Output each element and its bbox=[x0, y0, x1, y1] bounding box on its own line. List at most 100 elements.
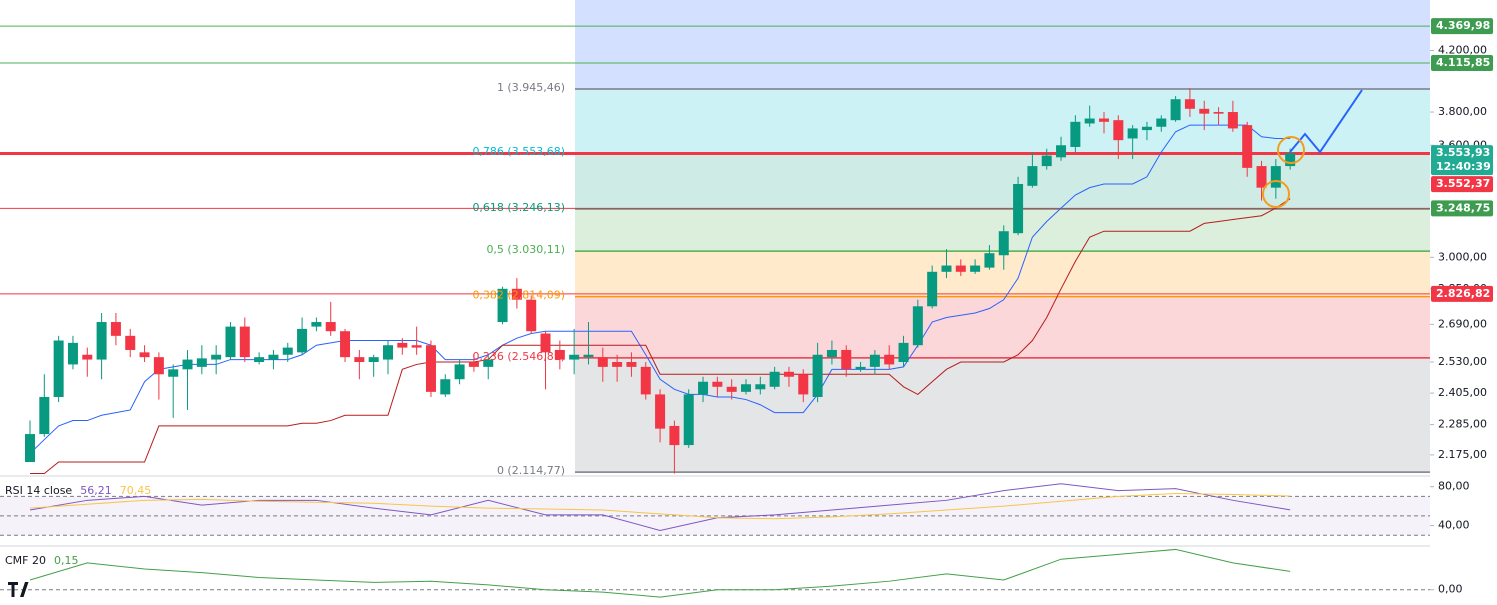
candle-body bbox=[425, 345, 436, 392]
y-tick-label: 2.690,00 bbox=[1438, 317, 1487, 330]
candle-body bbox=[626, 361, 637, 367]
candle-body bbox=[1213, 112, 1224, 114]
candle-body bbox=[110, 322, 121, 336]
candle-body bbox=[440, 379, 451, 395]
price-tag bbox=[1431, 145, 1493, 176]
candle-body bbox=[511, 288, 522, 300]
candle-body bbox=[826, 349, 837, 358]
mark-layer bbox=[25, 88, 1296, 598]
y-tick-label: 80,00 bbox=[1438, 480, 1470, 493]
candle-body bbox=[741, 384, 751, 392]
indicator-line bbox=[29, 124, 1291, 454]
fib-label: 0,618 (3.246,13) bbox=[472, 201, 565, 214]
candle-body bbox=[196, 358, 207, 367]
highlight-circle bbox=[1262, 180, 1290, 208]
candle-body bbox=[1041, 155, 1052, 167]
candle-body bbox=[1070, 121, 1081, 147]
candle-body bbox=[297, 328, 308, 353]
price-tag bbox=[1431, 176, 1493, 193]
y-tick-label: 3.800,00 bbox=[1438, 105, 1487, 118]
y-tick-label: 2.175,00 bbox=[1438, 448, 1487, 461]
y-tick-label: 2.530,00 bbox=[1438, 355, 1487, 368]
price-tag bbox=[1431, 18, 1493, 35]
candle-body bbox=[655, 394, 666, 429]
candle-body bbox=[1056, 145, 1067, 158]
indicator-line bbox=[29, 548, 1291, 598]
projection-drawing bbox=[1289, 89, 1363, 154]
price-tag-label: 3.553,93 bbox=[1436, 146, 1490, 159]
candle-body bbox=[1184, 99, 1195, 109]
price-tag bbox=[1431, 200, 1493, 217]
fib-label: 0,5 (3.030,11) bbox=[486, 243, 565, 256]
candle-body bbox=[912, 306, 923, 346]
drawing-layer bbox=[0, 89, 1430, 597]
price-tag-label: 4.115,85 bbox=[1436, 56, 1490, 69]
candle-body bbox=[898, 342, 909, 362]
y-tick-label: 3.000,00 bbox=[1438, 250, 1487, 263]
candle-body bbox=[1113, 120, 1124, 141]
candle-body bbox=[182, 359, 193, 370]
indicator-value: 56,21 bbox=[80, 484, 112, 497]
fib-zone bbox=[575, 251, 1430, 297]
indicator-title: CMF 20 bbox=[5, 554, 46, 567]
candle-body bbox=[354, 357, 365, 362]
candle-body bbox=[526, 299, 537, 332]
candle-body bbox=[540, 333, 551, 353]
y-tick-label: 4.200,00 bbox=[1438, 44, 1487, 57]
fib-zone bbox=[575, 357, 1430, 473]
candle-body bbox=[53, 340, 64, 397]
price-tag-label: 3.248,75 bbox=[1436, 201, 1490, 214]
candle-body bbox=[1242, 125, 1253, 168]
candle-body bbox=[39, 396, 50, 435]
candle-body bbox=[225, 326, 236, 358]
candle-body bbox=[1227, 112, 1238, 129]
text-layer: 1 (3.945,46) 0,786 (3.553,68) 0,618 (3.246… bbox=[5, 18, 1493, 596]
price-tag-label: 4.369,98 bbox=[1436, 19, 1490, 32]
fib-zone bbox=[575, 88, 1430, 154]
candle-body bbox=[941, 265, 952, 272]
fib-label: 0 (2.114,77) bbox=[497, 464, 565, 477]
candle-body bbox=[483, 359, 494, 367]
candle-body bbox=[955, 265, 966, 272]
candle-body bbox=[268, 354, 279, 360]
candle-body bbox=[554, 349, 565, 360]
fib-zone bbox=[575, 0, 1430, 89]
fib-label: 0,382 (2.814,09) bbox=[472, 289, 565, 302]
candle-body bbox=[468, 361, 479, 367]
indicator-value: 70,45 bbox=[120, 484, 152, 497]
fib-zone bbox=[575, 153, 1430, 209]
candle-body bbox=[254, 357, 265, 362]
candle-body bbox=[798, 374, 809, 395]
candle-body bbox=[783, 371, 794, 377]
candle-body bbox=[583, 354, 594, 358]
candle-body bbox=[368, 357, 379, 362]
background-layer bbox=[0, 0, 1430, 536]
logo bbox=[8, 582, 29, 597]
price-tag-label: 3.552,37 bbox=[1436, 177, 1490, 190]
candle-body bbox=[970, 265, 981, 272]
candle-body bbox=[67, 342, 78, 365]
candle-body bbox=[340, 331, 351, 358]
candle-body bbox=[211, 354, 222, 360]
candle-body bbox=[397, 342, 408, 348]
candle-body bbox=[640, 366, 651, 395]
candle-body bbox=[411, 345, 422, 348]
indicator-value: 0,15 bbox=[54, 554, 79, 567]
candle-body bbox=[82, 354, 93, 360]
candle-body bbox=[1170, 99, 1181, 121]
candle-body bbox=[597, 357, 608, 367]
candle-body bbox=[25, 434, 35, 463]
price-tag-label: 2.826,82 bbox=[1436, 287, 1490, 300]
y-tick-label: 40,00 bbox=[1438, 519, 1470, 532]
candle-body bbox=[927, 271, 938, 307]
candle-body bbox=[1099, 118, 1109, 122]
candle-body bbox=[1127, 128, 1138, 139]
candle-body bbox=[683, 394, 694, 446]
indicator-title: RSI 14 close bbox=[5, 484, 72, 497]
countdown-label: 12:40:39 bbox=[1436, 160, 1491, 173]
candle-body bbox=[96, 322, 107, 360]
fib-zone bbox=[575, 296, 1430, 358]
indicator-line bbox=[30, 198, 1291, 475]
